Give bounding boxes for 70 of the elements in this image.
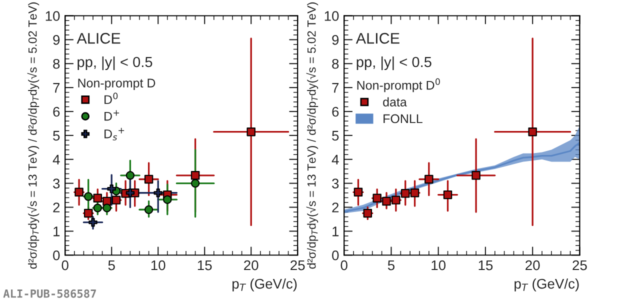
x-axis-title: p$_{T}$ (GeV/c) — [232, 278, 297, 292]
point — [144, 205, 154, 214]
annotation: pp, |y| < 0.5 — [78, 56, 152, 70]
y-tick-label: 10 — [46, 11, 60, 21]
point — [88, 218, 98, 227]
point — [74, 188, 84, 197]
x-tick-label: 0 — [340, 260, 348, 270]
y-tick-label: 5 — [332, 130, 339, 141]
point — [443, 190, 452, 200]
point — [190, 171, 200, 180]
y-tick-label: 1 — [54, 226, 60, 236]
y-tick-label: 0 — [332, 250, 339, 260]
point — [190, 178, 200, 188]
y-tick-label: 7 — [332, 83, 339, 93]
y-tick-label: 1 — [332, 226, 339, 236]
x-tick-label: 10 — [151, 260, 166, 270]
point — [154, 188, 162, 198]
point — [354, 188, 363, 197]
y-tick-label: 2 — [332, 202, 339, 212]
y-axis-title: d²σ/dp$_{T}$dy(√s = 13 TeV) / d²σ/dp$_{T}$dy(√s = 5.02 TeV) — [27, 2, 40, 269]
x-tick-label: 15 — [198, 260, 212, 270]
point — [163, 195, 172, 204]
y-tick-label: 8 — [332, 58, 339, 69]
y-tick-label: 4 — [52, 154, 60, 164]
point — [472, 171, 480, 180]
x-tick-label: 0 — [62, 260, 68, 270]
y-tick-label: 3 — [332, 178, 339, 188]
y-tick-label: 4 — [332, 154, 339, 164]
legend-title: Non-prompt D$^{0}$ — [357, 78, 440, 92]
point — [528, 127, 537, 136]
point — [84, 192, 93, 201]
annotation: ALICE — [356, 32, 400, 44]
y-tick-label: 5 — [53, 130, 60, 141]
point — [107, 184, 116, 194]
annotation: pp, |y| < 0.5 — [356, 56, 432, 70]
y-tick-label: 6 — [332, 106, 339, 117]
point — [126, 171, 135, 180]
x-tick-label: 5 — [108, 260, 115, 270]
legend-label: D$_{s}$$^{+}$ — [104, 128, 124, 140]
x-tick-label: 10 — [432, 260, 446, 270]
y-tick-label: 10 — [324, 11, 339, 21]
point — [84, 208, 93, 218]
y-tick-label: 8 — [53, 58, 60, 69]
legend-label: D$^{0}$ — [104, 92, 118, 104]
x-tick-label: 25 — [572, 260, 587, 270]
point — [424, 174, 434, 184]
y-tick-label: 6 — [53, 106, 60, 117]
point — [246, 127, 256, 136]
x-tick-label: 20 — [244, 260, 258, 270]
y-tick-label: 2 — [53, 202, 60, 212]
legend-title: Non-prompt D — [78, 78, 156, 90]
y-tick-label: 0 — [53, 250, 60, 260]
y-tick-label: 7 — [53, 83, 60, 93]
legend-label: FONLL — [384, 114, 422, 124]
annotation: ALICE — [76, 32, 120, 44]
legend-label: data — [383, 97, 407, 106]
x-tick-label: 25 — [290, 260, 305, 270]
y-axis-title: d²σ/dp$_{T}$dy(√s = 13 TeV) / d²σ/dp$_{T}$dy(√s = 5.02 TeV) — [306, 2, 318, 269]
x-tick-label: 5 — [388, 260, 394, 270]
text: ALI-PUB-586587 — [3, 289, 96, 298]
y-tick-label: 9 — [332, 35, 339, 45]
point — [144, 174, 154, 184]
y-tick-label: 9 — [53, 35, 60, 45]
x-tick-label: 20 — [526, 260, 540, 270]
x-tick-label: 15 — [478, 260, 493, 270]
point — [363, 208, 372, 218]
y-tick-label: 3 — [53, 178, 60, 188]
point — [126, 188, 135, 198]
x-axis-title: p$_{T}$ (GeV/c) — [514, 278, 579, 292]
legend-label: D$^{+}$ — [104, 110, 120, 121]
